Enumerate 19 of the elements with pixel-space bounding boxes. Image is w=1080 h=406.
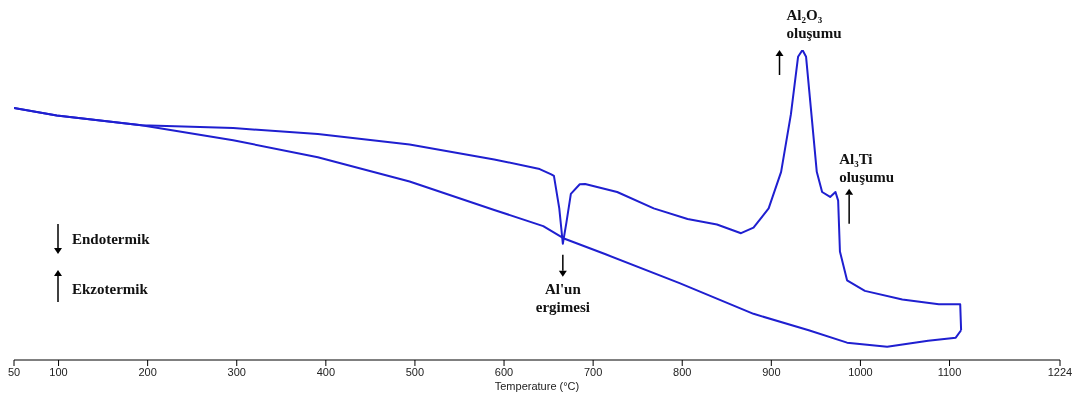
x-axis-title: Temperature (°C) <box>494 380 580 392</box>
x-tick-label: 700 <box>583 365 603 378</box>
annotation: Ekzotermik <box>72 281 149 297</box>
x-tick-label: 50 <box>7 365 21 378</box>
annotation: Al₂O₃ oluşumu <box>786 7 842 41</box>
x-tick-label: 500 <box>405 365 425 378</box>
x-tick-label: 900 <box>762 365 781 378</box>
annotation: Al₃Ti oluşumu <box>839 150 895 185</box>
x-tick-label: 600 <box>494 365 514 378</box>
x-tick-label: 400 <box>316 365 336 378</box>
x-tick-label: 1000 <box>848 365 873 378</box>
x-tick-label: 1100 <box>937 365 962 378</box>
x-tick-label: 800 <box>673 365 692 378</box>
x-tick-label: 1224 <box>1047 365 1073 378</box>
annotation: Endotermik <box>72 231 151 247</box>
x-tick-label: 200 <box>138 365 157 378</box>
x-tick-label: 300 <box>227 365 246 378</box>
x-tick-label: 100 <box>49 365 68 378</box>
annotation: Al'un ergimesi <box>535 280 590 315</box>
